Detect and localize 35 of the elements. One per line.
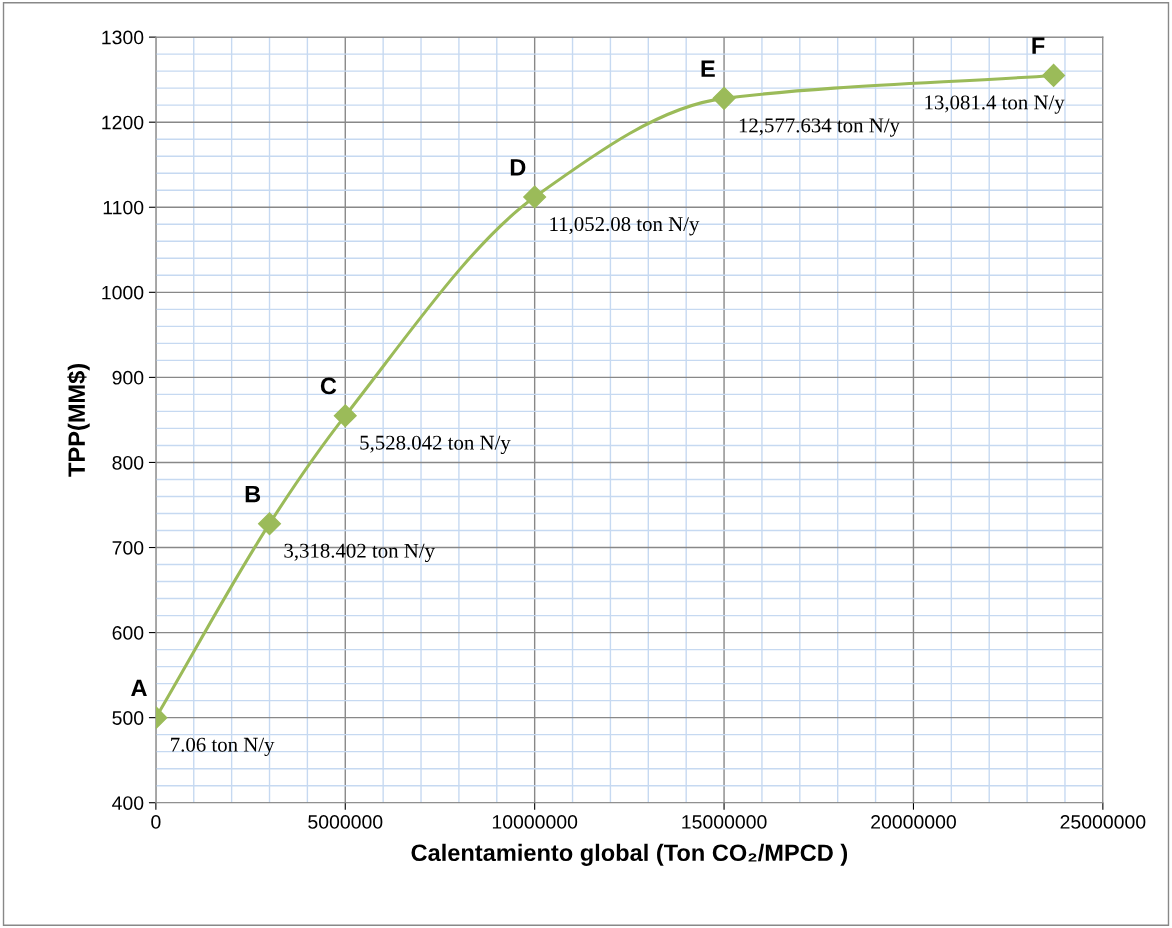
annotation: 13,081.4 ton N/y	[925, 95, 1065, 114]
y-tick-label: 400	[112, 796, 144, 810]
x-tick-label: 20000000	[871, 815, 956, 829]
annotation: 7.06 ton N/y	[171, 737, 275, 756]
y-tick-label: 800	[112, 455, 144, 470]
point	[1042, 63, 1066, 87]
y-tick-label: 600	[112, 626, 144, 640]
annotation: E	[701, 60, 715, 77]
y-tick-label: 900	[112, 370, 144, 385]
annotation: 5,528.042 ton N/y	[360, 435, 511, 454]
y-tick-label: 500	[112, 711, 144, 725]
y-tick-label: 1100	[103, 200, 144, 215]
y-tick-label: 700	[112, 540, 144, 555]
annotation: 12,577.634 ton N/y	[739, 118, 900, 137]
point	[712, 86, 736, 110]
y-tick-label: 1000	[102, 285, 144, 300]
annotation: C	[320, 377, 337, 395]
annotation: D	[510, 159, 526, 176]
annotation: F	[1032, 37, 1045, 54]
annotation: 11,052.08 ton N/y	[550, 217, 700, 236]
point	[523, 185, 547, 209]
y-tick-label: 1200	[102, 115, 144, 130]
x-tick-label: 15000000	[682, 815, 767, 829]
x-axis-title: Calentamiento global (Ton CO₂/MPCD )	[411, 843, 848, 866]
annotation: A	[131, 679, 147, 697]
x-tick-label: 10000000	[492, 815, 578, 829]
annotation: B	[245, 485, 261, 503]
annotation: 3,318.402 ton N/y	[284, 543, 435, 563]
point	[333, 404, 357, 428]
y-tick-label: 1300	[102, 30, 144, 45]
x-tick-label: 25000000	[1060, 815, 1146, 829]
x-tick-label: 0	[151, 815, 161, 829]
x-tick-label: 5000000	[308, 815, 383, 829]
y-axis-title: TPP(MM$)	[67, 364, 90, 477]
point	[258, 512, 282, 536]
